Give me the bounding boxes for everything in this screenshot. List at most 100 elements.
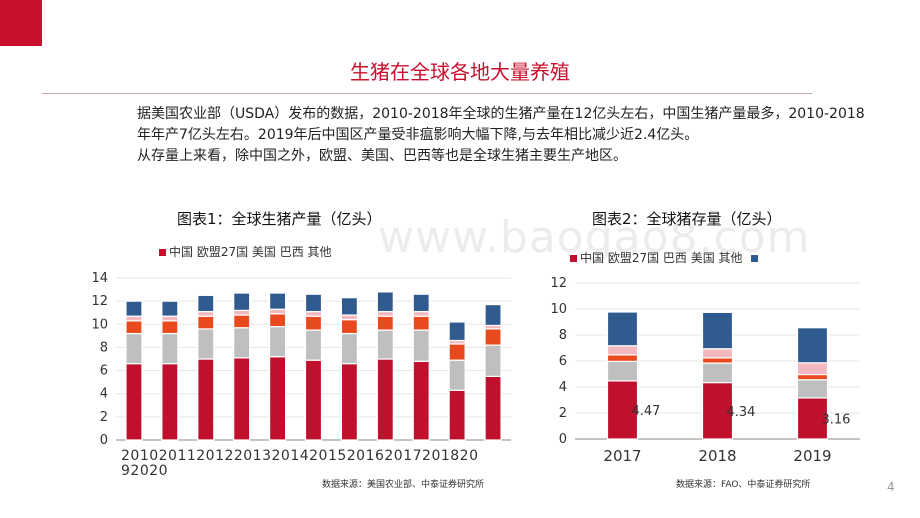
bar-segment-美国-2013 [233,314,251,329]
bar-segment-其他-2010 [125,300,143,317]
intro-line-1: 据美国农业部（USDA）发布的数据，2010-2018年全球的生猪产量在12亿头… [137,106,865,143]
bar-segment-巴西-2019 [796,362,829,376]
bar-segment-美国-2016 [340,319,359,335]
chart2-legend: 中国 欧盟27国 巴西 美国 其他 [566,249,761,266]
chart1-x-axis-labels: 20102011201220132014201520162017201820 9… [121,449,478,479]
bar-segment-欧盟27国-2018 [412,329,430,362]
bar-segment-美国-2018 [412,315,430,331]
bar-segment-中国-2010 [125,363,143,441]
data-label: 4.34 [727,405,756,420]
chart2-title: 图表2：全球猪存量（亿头） [592,210,782,228]
page-title: 生猪在全球各地大量养殖 [350,60,570,84]
y-tick-label: 0 [559,432,567,447]
chart1-legend: 中国 欧盟27国 美国 巴西 其他 [155,243,332,260]
bar-segment-中国-2012 [197,358,215,441]
y-tick-label: 0 [100,433,108,448]
bar-segment-其他-2014 [268,292,287,310]
y-tick-label: 6 [559,354,567,369]
bar-segment-其他-2017 [606,311,639,347]
bar-segment-其他-2012 [197,294,215,313]
bar-segment-美国-2017 [376,315,394,331]
x-tick-label: 2017 [603,447,641,465]
y-tick-label: 4 [100,387,108,402]
intro-paragraph: 据美国农业部（USDA）发布的数据，2010-2018年全球的生猪产量在12亿头… [137,104,877,167]
bar-segment-巴西-2012 [197,310,215,317]
chart1-x-labels-row2: 92020 [121,463,169,479]
bar-segment-中国-2019 [448,389,466,441]
bar-segment-中国-2014 [268,356,287,441]
bar-segment-欧盟27国-2014 [268,325,287,358]
bar-segment-美国-2019 [796,373,829,381]
bar-segment-美国-2015 [304,315,323,331]
y-tick-label: 2 [100,410,108,425]
y-tick-label: 12 [550,276,567,291]
bar-segment-美国-2012 [197,315,215,330]
bar-segment-中国-2013 [233,357,251,441]
legend-swatch-china [159,249,166,256]
chart1-plot: 0 2 4 6 8 10 12 14 [91,271,511,448]
bar-segment-中国-2016 [340,363,359,441]
bar-segment-巴西-2010 [125,315,143,322]
bar-segment-巴西-2011 [161,315,179,322]
bar-segment-欧盟27国-2015 [304,329,323,361]
chart2-plot: 0 2 4 6 8 10 12 2017 4.47 2018 4.34 2019 3.16 [550,276,860,465]
bar-segment-中国-2015 [304,359,323,441]
y-tick-label: 6 [100,364,108,379]
y-tick-label: 8 [100,340,108,355]
bar-segment-其他-2017 [376,291,394,313]
bar-segment-其他-2011 [161,300,179,317]
bar-segment-其他-2020 [484,304,502,327]
bar-segment-巴西-2014 [268,308,287,315]
bar-segment-其他-2019 [448,321,466,342]
bar-segment-巴西-2017 [376,310,394,317]
bar-segment-巴西-2018 [412,310,430,317]
bar-segment-其他-2016 [340,297,359,316]
y-tick-label: 2 [559,406,567,421]
y-tick-label: 8 [559,328,567,343]
chart2-source: 数据来源：FAO、中泰证券研究所 [676,480,811,490]
data-label: 4.47 [632,404,661,419]
intro-line-2: 从存量上来看，除中国之外，欧盟、美国、巴西等也是全球生猪主要生产地区。 [137,148,627,164]
bar-segment-美国-2020 [484,328,502,346]
bar-segment-欧盟27国-2016 [340,332,359,365]
chart1-x-labels-row1: 20102011201220132014201520162017201820 [121,448,479,464]
bar-segment-欧盟27国-2011 [161,332,179,365]
legend-swatch-china [570,255,577,262]
page-number: 4 [887,480,895,494]
bar-segment-美国-2018 [701,357,734,364]
bar-segment-其他-2013 [233,292,251,311]
bar-segment-其他-2018 [412,293,430,313]
bar-segment-欧盟27国-2012 [197,328,215,360]
bar-segment-欧盟27国-2018 [701,362,734,384]
bar-segment-中国-2011 [161,363,179,441]
bar-segment-美国-2019 [448,343,466,361]
bar-segment-中国-2020 [484,375,502,441]
bar-segment-中国-2018 [701,381,734,440]
y-tick-label: 12 [91,294,108,309]
bar-segment-巴西-2018 [701,348,734,359]
bar-segment-美国-2017 [606,354,639,362]
bar-segment-欧盟27国-2019 [448,359,466,391]
x-tick-label: 2018 [698,447,736,465]
bar-segment-欧盟27国-2017 [376,329,394,360]
bar-segment-欧盟27国-2010 [125,332,143,365]
chart2-legend-text: 中国 欧盟27国 巴西 美国 其他 [580,251,743,265]
bar-segment-欧盟27国-2017 [606,360,639,382]
bar-segment-巴西-2013 [233,309,251,316]
brand-corner-block [0,0,42,46]
y-tick-label: 10 [91,317,108,332]
bar-segment-美国-2010 [125,320,143,335]
watermark: www.baogao8.com [378,212,811,263]
bar-segment-其他-2015 [304,293,323,313]
bar-segment-巴西-2016 [340,314,359,321]
x-tick-label: 2019 [793,447,831,465]
bar-segment-中国-2018 [412,360,430,441]
bar-segment-欧盟27国-2020 [484,344,502,377]
bar-segment-中国-2019 [796,397,829,440]
title-divider [42,93,812,94]
y-tick-label: 10 [550,302,567,317]
chart1-title: 图表1：全球生猪产量（亿头） [177,210,382,228]
y-tick-label: 4 [559,380,567,395]
bar-segment-欧盟27国-2019 [796,379,829,399]
bar-segment-美国-2014 [268,313,287,328]
